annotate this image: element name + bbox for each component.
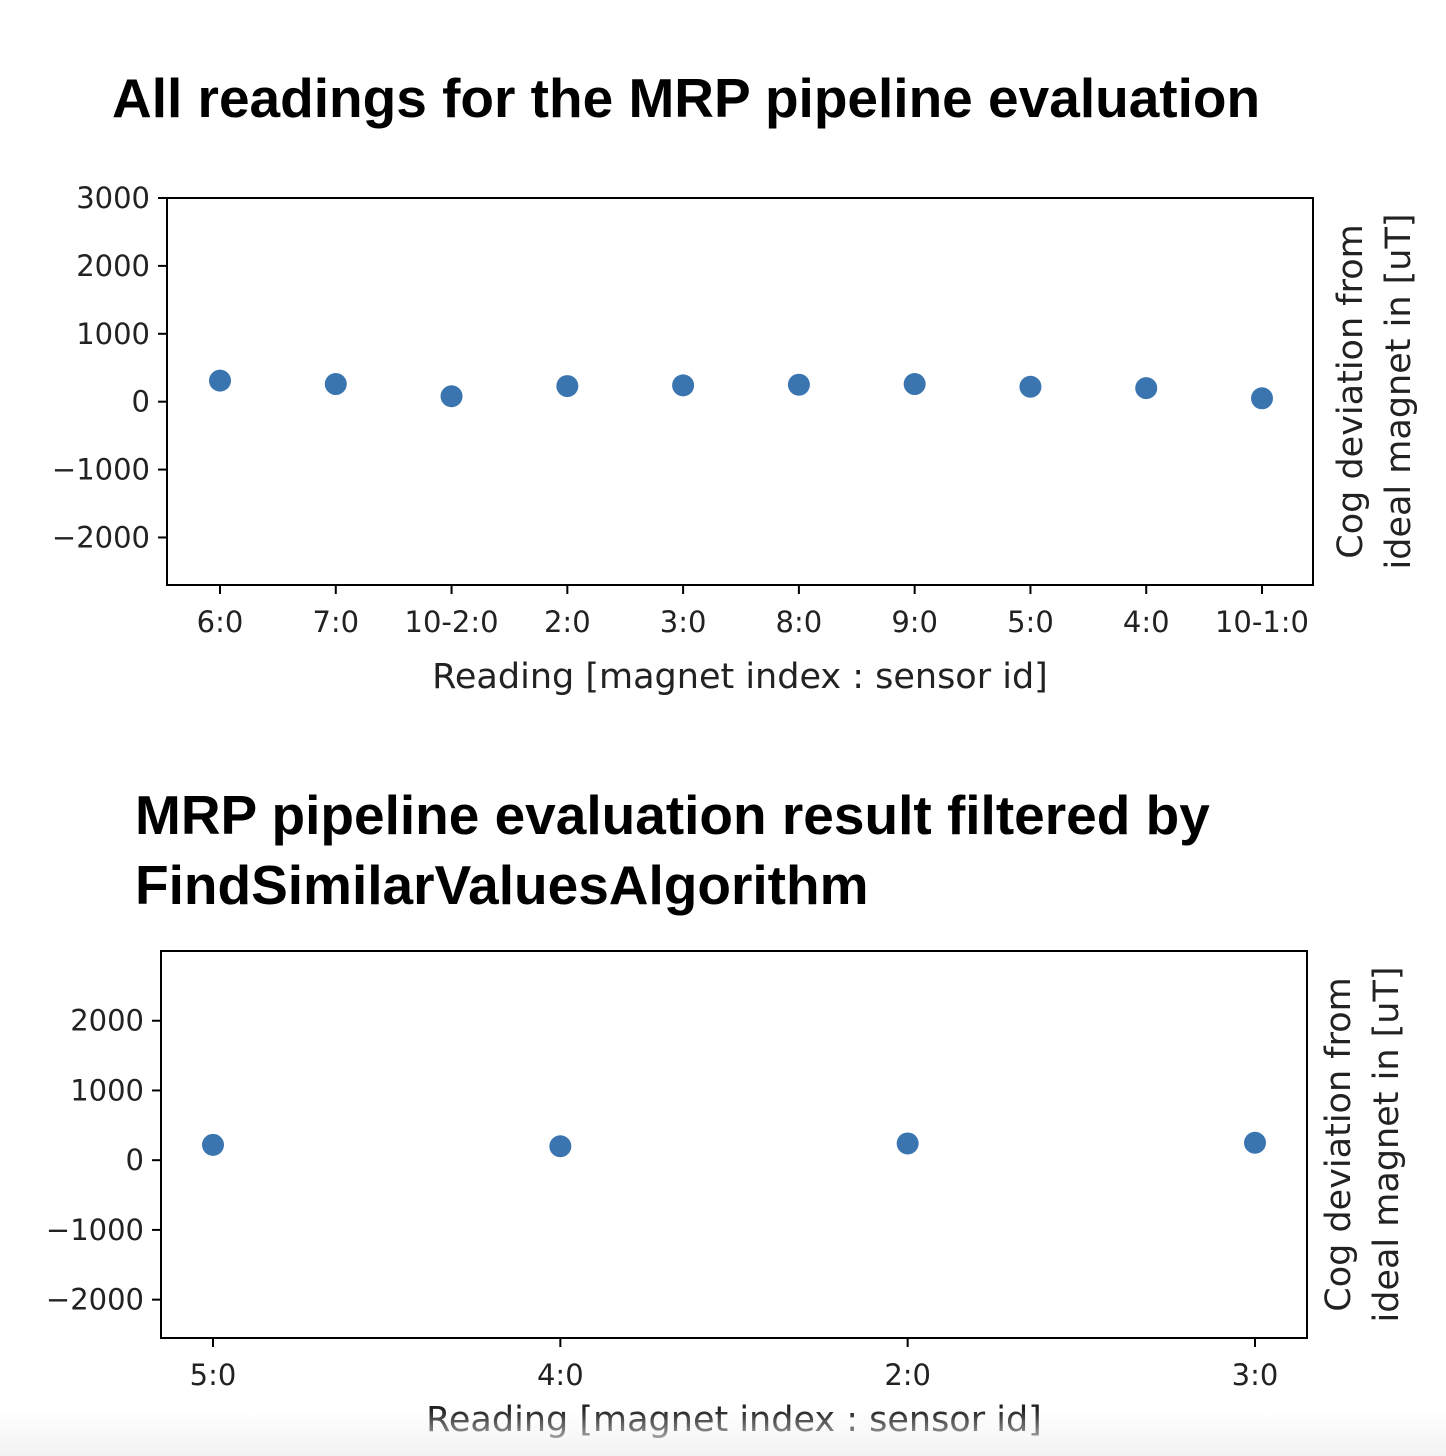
y-tick-label: 1000 — [70, 1073, 144, 1107]
y-tick-label: 2000 — [70, 1004, 144, 1038]
data-point — [787, 373, 810, 396]
data-point — [202, 1133, 224, 1156]
data-point — [896, 1132, 919, 1155]
chart-1-plot: 3000 2000 1000 0 −1000 −2000 6:0 7:0 10-2:0 2:0 3:… — [52, 181, 1419, 697]
x-tick-label: 6:0 — [197, 605, 244, 639]
x-tick-label: 10-1:0 — [1215, 605, 1309, 639]
x-tick-label: 5:0 — [1007, 605, 1054, 639]
x-tick-label: 3:0 — [660, 605, 707, 639]
data-point — [324, 373, 347, 396]
y-tick-label: −2000 — [46, 1283, 144, 1317]
x-tick-label: 4:0 — [1123, 605, 1170, 639]
y-tick-label: −1000 — [52, 453, 150, 487]
x-tick-label: 3:0 — [1232, 1358, 1279, 1392]
x-tick-label: 7:0 — [312, 605, 359, 639]
plot-frame — [166, 197, 1314, 586]
y-tick-label: 0 — [126, 1143, 144, 1177]
chart-2-title: MRP pipeline evaluation result filtered … — [135, 780, 1210, 920]
data-point — [672, 374, 695, 397]
y-tick-label: −2000 — [52, 520, 150, 554]
y-tick-label: 2000 — [76, 249, 150, 283]
y-axis-label-line: Cog deviation from — [1331, 224, 1371, 558]
y-tick-label: 1000 — [76, 317, 150, 351]
x-tick-label: 5:0 — [190, 1358, 237, 1392]
x-tick-label: 2:0 — [884, 1358, 931, 1392]
plot-frame — [160, 950, 1308, 1339]
data-point — [903, 373, 926, 396]
x-axis-label: Reading [magnet index : sensor id] — [432, 657, 1048, 697]
data-point — [556, 375, 579, 398]
y-axis-label-line: ideal magnet in [uT] — [1367, 967, 1407, 1323]
x-tick-label: 4:0 — [537, 1358, 584, 1392]
data-point — [1135, 377, 1158, 400]
data-point — [549, 1135, 572, 1158]
x-tick-label: 8:0 — [776, 605, 823, 639]
x-tick-label: 10-2:0 — [405, 605, 499, 639]
chart-2-title-line-2: FindSimilarValuesAlgorithm — [135, 854, 869, 916]
y-axis-label-line: Cog deviation from — [1319, 977, 1359, 1311]
data-point — [1019, 375, 1042, 398]
data-point — [209, 369, 231, 392]
y-tick-label: 3000 — [76, 181, 150, 215]
y-tick-label: −1000 — [46, 1213, 144, 1247]
data-point — [1244, 1131, 1266, 1154]
data-point — [440, 385, 463, 408]
chart-2-title-line-1: MRP pipeline evaluation result filtered … — [135, 784, 1210, 846]
x-tick-label: 2:0 — [544, 605, 591, 639]
x-tick-label: 9:0 — [891, 605, 938, 639]
chart-1-title: All readings for the MRP pipeline evalua… — [112, 67, 1261, 129]
data-point — [1251, 387, 1273, 410]
y-tick-label: 0 — [132, 385, 150, 419]
bottom-fade — [0, 1410, 1446, 1456]
y-axis-label-line: ideal magnet in [uT] — [1379, 214, 1419, 570]
